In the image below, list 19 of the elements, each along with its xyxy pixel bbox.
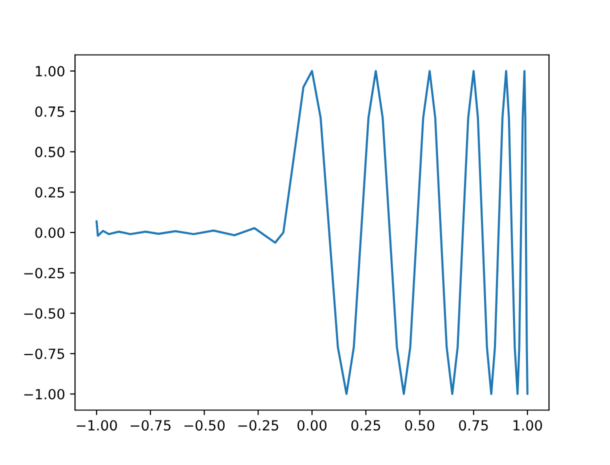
y-tick-label: −0.25: [24, 268, 64, 278]
x-tick-label: 0.00: [297, 420, 327, 431]
x-tick-label: −1.00: [76, 420, 117, 431]
x-tick-label: 0.50: [405, 420, 434, 431]
x-tick-label: −0.75: [130, 420, 170, 431]
x-tick-label: 0.25: [351, 420, 380, 431]
x-tick-label: −0.50: [184, 420, 225, 431]
y-tick-label: −0.50: [24, 308, 64, 319]
line-series: [96, 70, 528, 396]
y-tick-label: −0.75: [24, 348, 64, 360]
y-tick-label: 0.75: [35, 106, 64, 117]
y-tick-label: 0.00: [35, 227, 64, 238]
y-tick-label: 0.50: [35, 146, 64, 158]
x-tick-label: 1.00: [514, 420, 542, 431]
y-tick-label: 0.25: [35, 187, 64, 198]
y-tick-label: 1.00: [36, 66, 64, 76]
x-tick-label: −0.25: [238, 420, 278, 431]
y-tick-label: −1.00: [24, 388, 64, 400]
x-tick-label: 0.75: [459, 420, 488, 431]
